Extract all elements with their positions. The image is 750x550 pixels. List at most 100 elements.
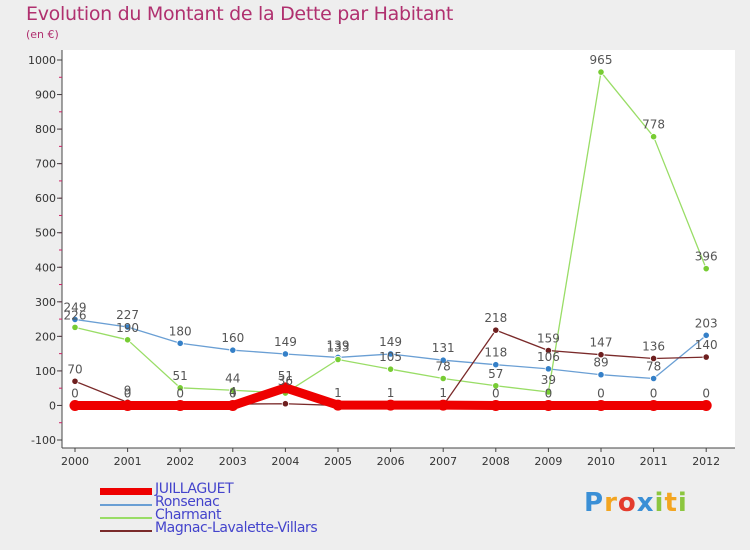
data-point — [702, 353, 710, 361]
data-point — [649, 374, 658, 383]
data-point — [597, 68, 605, 76]
data-point — [648, 399, 660, 411]
data-point — [332, 399, 344, 411]
logo-letter: i — [654, 488, 665, 518]
logo-letter: i — [677, 488, 688, 518]
data-label: 9 — [124, 383, 132, 397]
data-label: 89 — [593, 356, 608, 370]
data-label: 78 — [646, 360, 661, 374]
logo-letter: t — [664, 488, 678, 518]
data-point — [386, 350, 395, 358]
data-label: 106 — [537, 350, 560, 364]
data-point — [386, 365, 395, 373]
data-point — [71, 315, 79, 324]
data-point — [544, 388, 553, 396]
data-label: 190 — [116, 321, 139, 335]
data-label: 149 — [379, 335, 402, 349]
y-tick-label: 700 — [35, 158, 56, 171]
data-point — [124, 323, 132, 331]
data-label: 0 — [702, 386, 710, 400]
x-tick-label: 2000 — [61, 455, 89, 468]
data-point — [649, 354, 658, 363]
data-point — [385, 399, 397, 411]
y-tick-label: 400 — [35, 261, 56, 274]
y-tick-label: 0 — [49, 399, 56, 412]
data-label: 1 — [334, 386, 342, 400]
data-point — [71, 323, 79, 331]
x-tick-label: 2007 — [429, 455, 457, 468]
data-label: 0 — [71, 386, 79, 400]
legend-label: Magnac-Lavalette-Villars — [155, 520, 318, 536]
data-point — [439, 374, 447, 383]
data-label: 140 — [695, 338, 718, 352]
data-label: 4 — [229, 385, 237, 399]
data-label: 147 — [590, 336, 613, 350]
data-label: 149 — [274, 335, 297, 349]
data-point — [492, 361, 500, 369]
data-point — [281, 400, 289, 408]
data-point — [544, 365, 553, 373]
y-tick-label: 100 — [35, 365, 56, 378]
data-point — [595, 399, 607, 411]
chart-title: Evolution du Montant de la Dette par Hab… — [26, 3, 454, 25]
data-label: 1 — [387, 386, 395, 400]
data-label: 0 — [492, 386, 500, 400]
data-label: 159 — [537, 332, 560, 346]
legend-label: Ronsenac — [155, 494, 220, 510]
data-point — [174, 399, 186, 411]
data-point — [122, 399, 134, 411]
data-label: 57 — [488, 367, 503, 381]
data-label: 0 — [229, 386, 237, 400]
y-tick-label: 200 — [35, 330, 56, 343]
plot-area — [62, 50, 735, 448]
data-point — [649, 133, 658, 141]
logo-letter: x — [636, 488, 655, 518]
legend-swatch — [100, 517, 152, 519]
legend-label: Charmant — [155, 507, 222, 523]
legend-swatch — [100, 530, 152, 532]
data-label: 0 — [545, 386, 553, 400]
y-tick-label: 1000 — [28, 54, 56, 67]
x-tick-label: 2011 — [640, 455, 668, 468]
data-point — [700, 399, 712, 411]
y-tick-label: 600 — [35, 192, 56, 205]
data-point — [176, 339, 184, 347]
x-tick-label: 2010 — [587, 455, 615, 468]
data-point — [542, 399, 554, 411]
y-tick-label: 500 — [35, 227, 56, 240]
data-label: 180 — [169, 324, 192, 338]
data-point — [124, 336, 132, 344]
data-label: 249 — [64, 300, 87, 314]
data-point — [334, 355, 342, 364]
y-tick-label: 800 — [35, 123, 56, 136]
data-point — [439, 356, 447, 364]
data-label: 139 — [327, 338, 350, 352]
data-label: 136 — [642, 339, 665, 353]
data-point — [281, 350, 289, 358]
data-label: 133 — [327, 341, 350, 355]
data-label: 0 — [176, 386, 184, 400]
logo-letter: P — [584, 488, 605, 518]
data-label: 131 — [432, 341, 455, 355]
data-point — [702, 331, 710, 339]
data-point — [544, 346, 553, 355]
data-label: 36 — [278, 374, 293, 388]
data-label: 0 — [124, 386, 132, 400]
data-point — [229, 386, 237, 394]
x-tick-label: 2009 — [534, 455, 562, 468]
data-label: 78 — [436, 360, 451, 374]
data-label: 778 — [642, 118, 665, 132]
data-point — [279, 382, 291, 394]
data-label: 51 — [278, 369, 293, 383]
data-point — [176, 384, 184, 392]
legend-swatch — [100, 504, 152, 506]
legend-label: JUILLAGUET — [155, 481, 234, 497]
y-tick-label: -100 — [31, 434, 56, 447]
x-tick-label: 2004 — [271, 455, 299, 468]
x-tick-label: 2002 — [166, 455, 194, 468]
data-label: 226 — [64, 308, 87, 322]
data-label: 51 — [173, 369, 188, 383]
data-point — [229, 346, 237, 354]
data-point — [490, 399, 502, 411]
